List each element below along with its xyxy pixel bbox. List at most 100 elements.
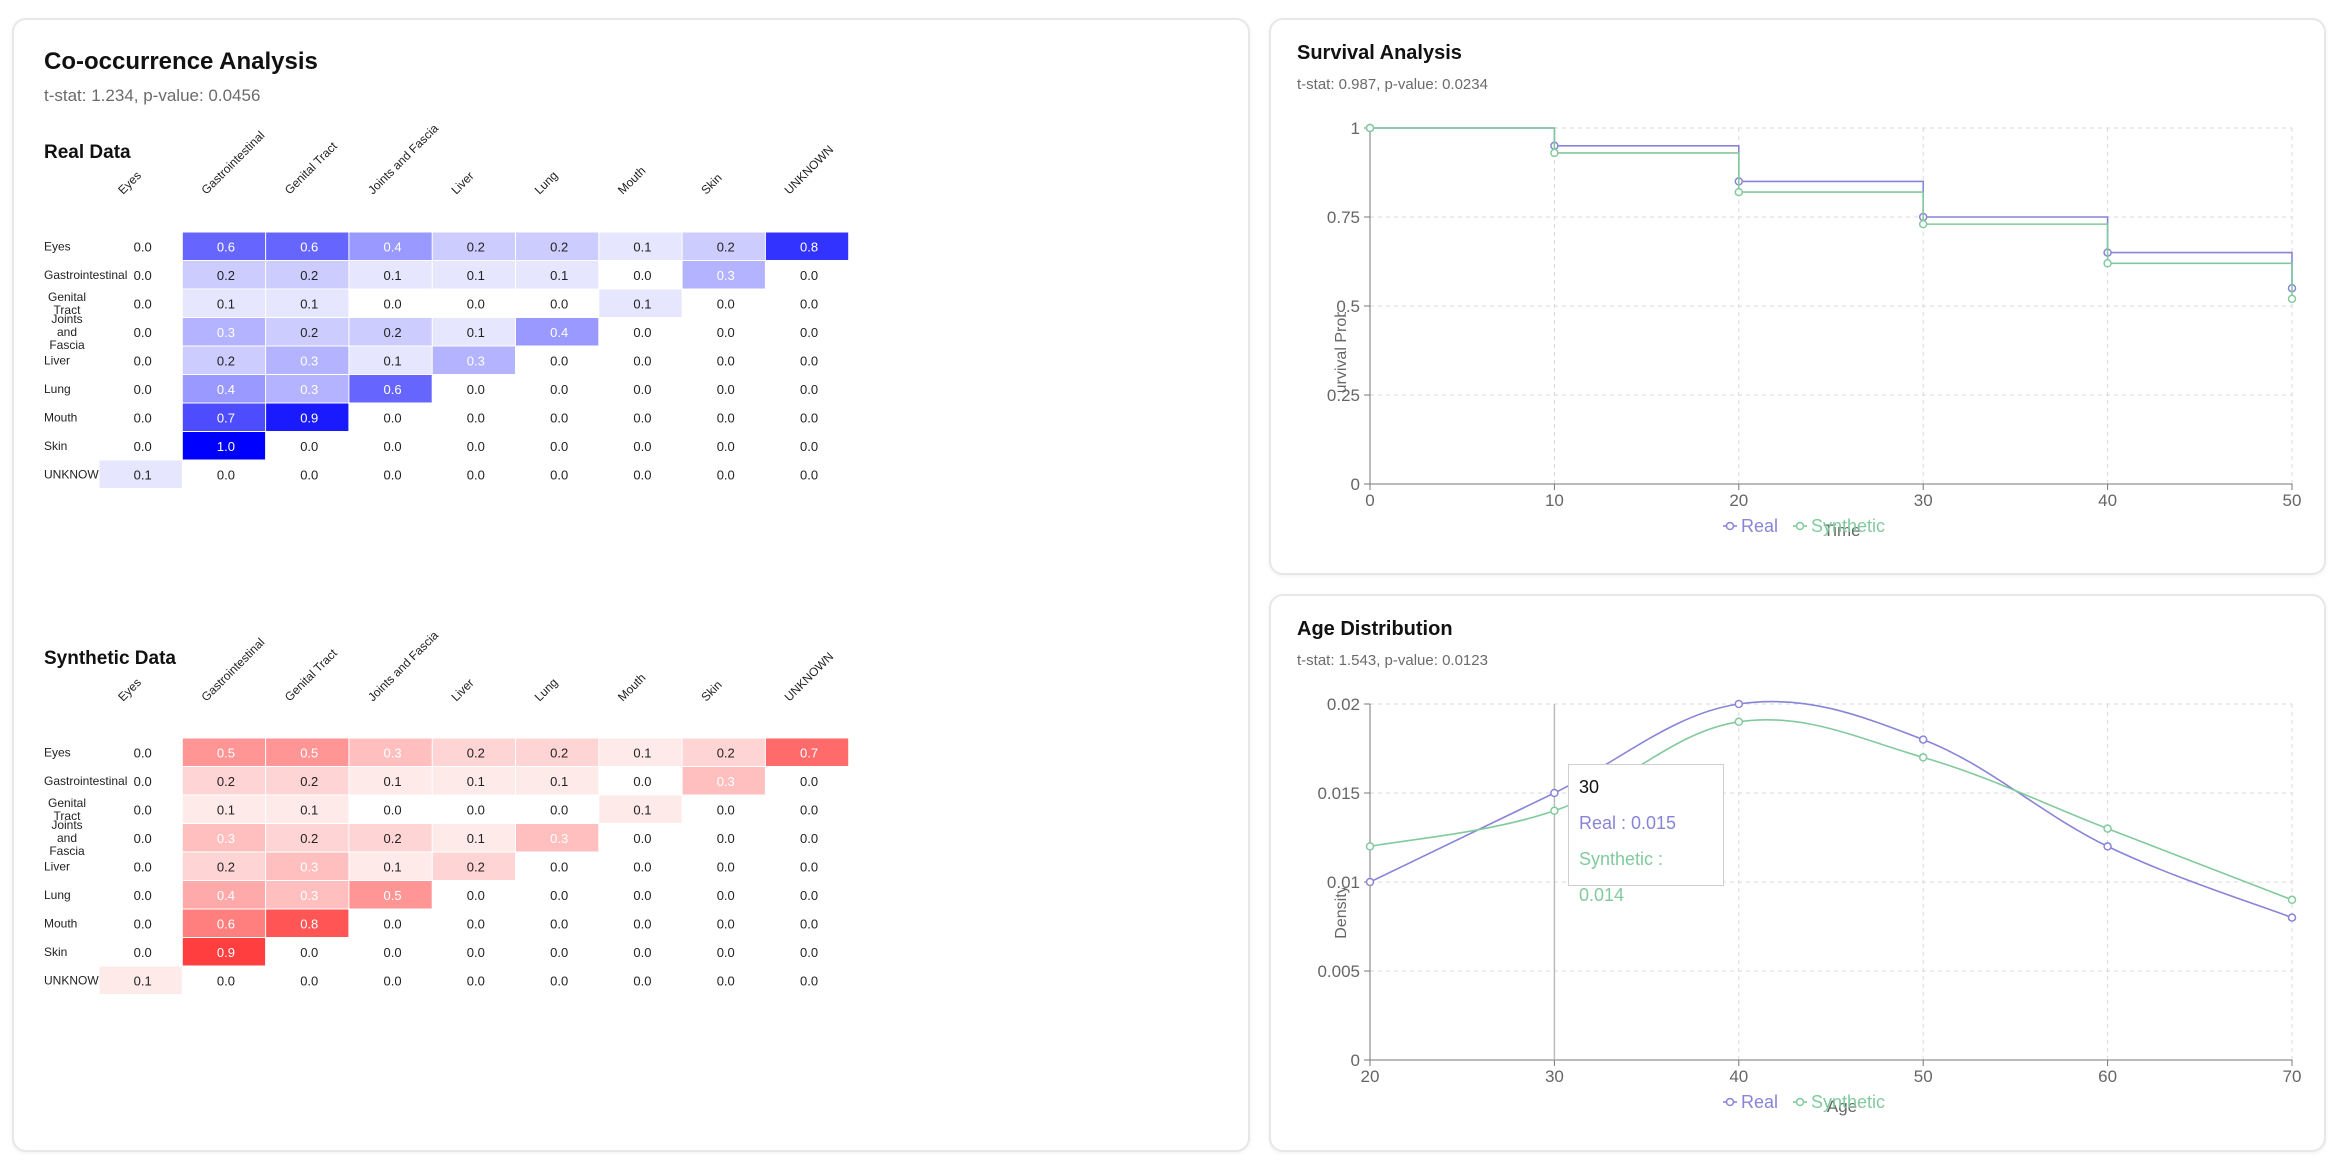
data-point-synthetic[interactable] (2287, 294, 2297, 304)
synthetic-cell-value: 0.3 (217, 831, 235, 846)
synthetic-heatmap-cell (349, 738, 432, 766)
data-point-real[interactable] (1734, 699, 1744, 709)
real-cell-value: 0.0 (717, 382, 735, 397)
real-row-label: Genital Tract (48, 290, 86, 317)
real-heatmap-cell (599, 289, 682, 317)
synthetic-heatmap-cell (349, 767, 432, 795)
data-point-synthetic[interactable] (1550, 806, 1559, 816)
synthetic-heatmap-cell (266, 909, 349, 937)
synthetic-cell-value: 0.7 (800, 745, 818, 760)
synthetic-col-label: Joints and Fascia (365, 628, 441, 704)
real-heatmap-cell (182, 289, 266, 317)
real-heatmap-cell (182, 318, 266, 346)
data-point-real[interactable] (1550, 788, 1559, 798)
tooltip-title: 30 (1579, 777, 1600, 797)
real-cell-value: 0.0 (800, 382, 818, 397)
synthetic-col-label: Liver (448, 676, 476, 704)
synthetic-cell-value: 0.0 (300, 945, 318, 960)
synthetic-cell-value: 0.3 (300, 859, 318, 874)
synthetic-cell-value: 0.2 (217, 774, 235, 789)
data-point-synthetic[interactable] (1918, 753, 1928, 762)
real-cell-value: 0.0 (800, 325, 818, 340)
synthetic-cell-value: 0.0 (550, 916, 568, 931)
synthetic-heatmap-cell (349, 881, 432, 909)
y-tick-label: 0.02 (1327, 695, 1360, 714)
real-cell-value: 0.0 (550, 353, 568, 368)
data-point-real[interactable] (2103, 842, 2112, 851)
series-line-real (1369, 700, 2293, 919)
cooccurrence-title: Co-occurrence Analysis (44, 48, 318, 75)
x-axis-label: Age (1827, 1097, 1857, 1116)
synthetic-heatmap-cell (516, 738, 599, 766)
series-line-real (1370, 127, 2293, 289)
real-col-label: Gastrointestinal (199, 128, 268, 197)
real-col-label: Liver (448, 169, 476, 197)
x-tick-label: 40 (1729, 1067, 1748, 1086)
real-heatmap-cell (182, 403, 266, 431)
real-cell-value: 0.0 (800, 296, 818, 311)
real-heatmap-cell (266, 289, 349, 317)
data-point-real[interactable] (1918, 735, 1928, 744)
data-point-synthetic[interactable] (2103, 824, 2112, 833)
x-axis-label: Time (1823, 521, 1860, 540)
synthetic-heatmap-cell (432, 824, 515, 852)
legend-label[interactable]: Real (1741, 1092, 1778, 1112)
legend: Real Synthetic (1723, 1092, 1885, 1112)
real-cell-value: 0.1 (633, 296, 651, 311)
legend-label[interactable]: Synthetic (1811, 1092, 1885, 1112)
data-point-synthetic[interactable] (1734, 187, 1744, 197)
synthetic-cell-value: 0.1 (633, 802, 651, 817)
real-cell-value: 0.0 (134, 439, 152, 454)
real-cell-value: 0.0 (550, 382, 568, 397)
data-point-synthetic[interactable] (1918, 219, 1928, 229)
synthetic-col-label: Genital Tract (282, 646, 340, 704)
y-axis-label: Density (1333, 885, 1350, 938)
real-cell-value: 0.1 (384, 353, 402, 368)
real-cell-value: 0.2 (717, 239, 735, 254)
series-line-synthetic (1369, 718, 2293, 901)
data-point-synthetic[interactable] (1365, 842, 1375, 851)
synthetic-cell-value: 0.1 (384, 859, 402, 874)
data-point-synthetic[interactable] (1550, 148, 1559, 158)
real-cell-value: 0.0 (467, 439, 485, 454)
synthetic-heatmap-cell (266, 767, 349, 795)
synthetic-data-title: Synthetic Data (44, 648, 176, 669)
real-heatmap-cell (99, 460, 182, 488)
synthetic-cell-value: 0.0 (633, 888, 651, 903)
synthetic-cell-value: 0.0 (134, 888, 152, 903)
synthetic-cell-value: 0.1 (300, 802, 318, 817)
real-cell-value: 0.2 (467, 239, 485, 254)
y-tick-label: 0.015 (1317, 784, 1360, 803)
cooccurrence-subtitle: t-stat: 1.234, p-value: 0.0456 (44, 86, 261, 105)
legend: Real Synthetic (1723, 516, 1885, 536)
real-col-label: Lung (532, 168, 561, 197)
legend-label[interactable]: Real (1741, 516, 1778, 536)
data-point-synthetic[interactable] (1365, 123, 1375, 133)
data-point-synthetic[interactable] (2103, 259, 2112, 268)
synthetic-cell-value: 0.0 (800, 802, 818, 817)
y-tick-label: 0 (1351, 475, 1360, 494)
synthetic-heatmap-cell (182, 909, 266, 937)
synthetic-cell-value: 0.0 (717, 802, 735, 817)
synthetic-row-label: UNKNOWN (44, 973, 107, 987)
synthetic-col-label: Gastrointestinal (199, 635, 268, 704)
legend-label[interactable]: Synthetic (1811, 516, 1885, 536)
x-tick-label: 50 (1914, 1067, 1933, 1086)
data-point-synthetic[interactable] (2287, 895, 2297, 905)
x-tick-label: 20 (1361, 1067, 1380, 1086)
synthetic-heatmap-cell (682, 738, 765, 766)
x-tick-label: 50 (2283, 491, 2302, 510)
synthetic-cell-value: 0.0 (467, 945, 485, 960)
synthetic-cell-value: 0.0 (134, 831, 152, 846)
real-cell-value: 0.6 (384, 382, 402, 397)
data-point-real[interactable] (1365, 877, 1375, 887)
synthetic-cell-value: 0.0 (800, 774, 818, 789)
data-point-synthetic[interactable] (1734, 717, 1744, 727)
data-point-real[interactable] (2287, 913, 2297, 922)
synthetic-cell-value: 0.0 (134, 916, 152, 931)
real-cell-value: 0.0 (300, 439, 318, 454)
real-cell-value: 0.0 (134, 325, 152, 340)
real-cell-value: 0.0 (800, 410, 818, 425)
synthetic-heatmap-cell (182, 795, 266, 823)
real-cell-value: 0.0 (633, 353, 651, 368)
